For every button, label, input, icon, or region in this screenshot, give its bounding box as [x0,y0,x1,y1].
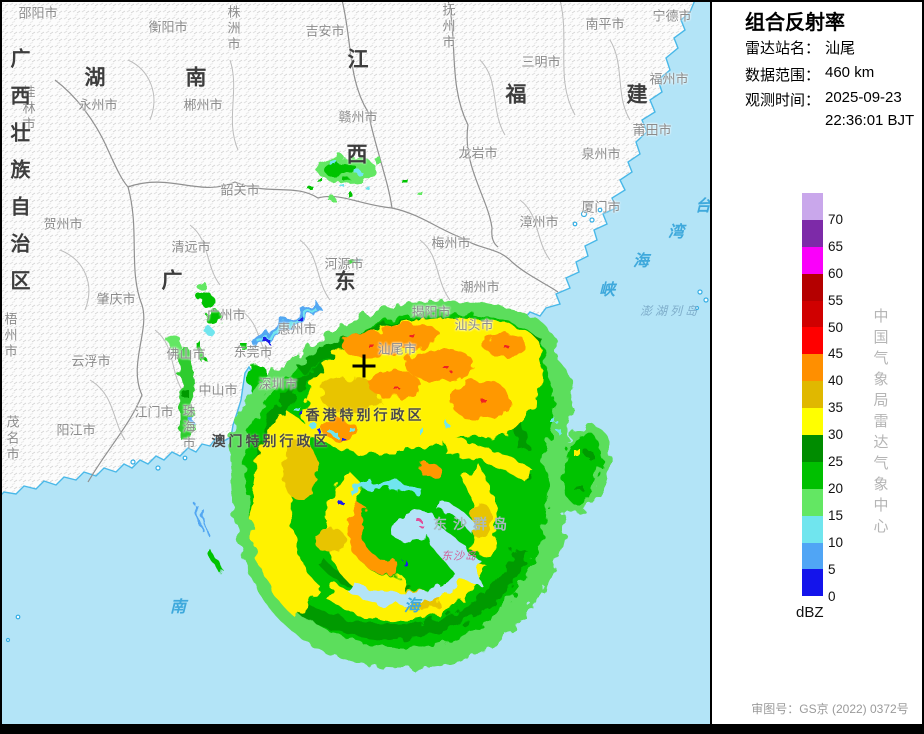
frame-divider [710,0,712,724]
map-canvas [0,0,709,669]
colorbar-segment [802,300,823,328]
radar-map: 邵阳市 衡阳市 株洲市 吉安市 抚州市 南平市 宁德市 桂林市 永州市 郴州市 赣州市 三明市 福州市莆… [0,0,710,724]
colorbar-segment [802,354,823,382]
product-title: 组合反射率 [745,12,845,34]
watermark-text: 中国气象局雷达气象中心 [871,308,889,539]
colorbar-tick-label: 70 [828,211,844,227]
colorbar-tick-label: 65 [828,238,844,254]
colorbar-segment [802,246,823,274]
colorbar-segment [802,542,823,570]
station-value: 汕尾 [825,40,856,57]
time-row-2: 22:36:01 BJT [825,112,914,129]
colorbar-tick-label: 45 [828,346,844,362]
station-row: 雷达站名： 汕尾 [745,37,855,58]
colorbar-tick-label: 20 [828,480,844,496]
colorbar-tick-label: 0 [828,588,836,604]
colorbar-tick-label: 25 [828,454,844,469]
colorbar-segment [802,381,823,409]
colorbar-segment [802,515,823,543]
frame-left [0,0,2,734]
colorbar-unit: dBZ [796,604,824,621]
colorbar-segment [802,408,823,436]
colorbar-segment [802,488,823,516]
radar-echoes [168,156,610,669]
station-label: 雷达站名： [745,40,821,57]
radar-station-cross [352,354,376,378]
colorbar-tick-label: 5 [828,561,836,577]
map-approval-number: 审图号：GS京 (2022) 0372号 [751,702,909,716]
info-panel: 组合反射率 雷达站名： 汕尾 数据范围： 460 km 观测时间： 2025-0… [712,0,924,724]
colorbar-tick-label: 10 [828,534,844,550]
time-value-clock: 22:36:01 BJT [825,112,915,129]
frame-right [922,0,924,734]
colorbar-segment [802,435,823,462]
colorbar-tick-label: 30 [828,427,844,443]
time-value-date: 2025-09-23 [825,89,902,106]
range-row: 数据范围： 460 km [745,64,874,85]
colorbar-segment [802,569,823,597]
colorbar-tick-label: 35 [828,400,844,416]
range-label: 数据范围： [745,67,821,84]
frame-bottom [0,724,924,734]
time-label: 观测时间： [745,92,821,109]
colorbar-tick-label: 55 [828,292,844,308]
colorbar [802,193,823,597]
colorbar-tick-label: 50 [828,319,844,335]
colorbar-segment [802,219,823,247]
colorbar-segment [802,327,823,355]
colorbar-tick-label: 40 [828,373,844,389]
time-row: 观测时间： 2025-09-23 [745,89,902,110]
province-borders [54,0,559,483]
colorbar-segment [802,193,823,220]
colorbar-segment [802,273,823,301]
colorbar-segment [802,461,823,489]
colorbar-tick-label: 15 [828,507,844,523]
range-value: 460 km [825,64,875,81]
colorbar-tick-label: 60 [828,265,844,281]
frame-top [0,0,924,2]
city-borders [59,0,631,441]
